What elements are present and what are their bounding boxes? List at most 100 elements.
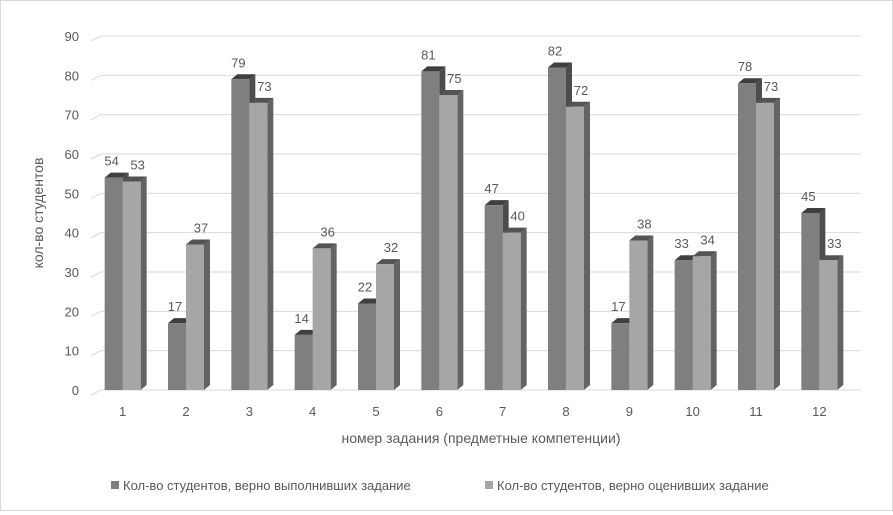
data-label: 73 xyxy=(257,79,271,94)
gridline-depth xyxy=(90,389,102,396)
y-tick-label: 60 xyxy=(65,147,79,162)
bar-series-2 xyxy=(376,264,394,390)
bar-side xyxy=(520,227,527,390)
data-label: 17 xyxy=(611,299,625,314)
bar-side xyxy=(457,90,464,390)
data-label: 40 xyxy=(510,209,524,224)
data-label: 82 xyxy=(548,43,562,58)
bar-series-1 xyxy=(738,83,756,390)
x-axis-label: номер задания (предметные компетенции) xyxy=(342,430,621,446)
y-tick-label: 20 xyxy=(65,304,79,319)
gridline-depth xyxy=(90,35,102,42)
x-tick-label: 8 xyxy=(562,404,569,419)
x-tick-label: 7 xyxy=(499,404,506,419)
x-tick-label: 3 xyxy=(246,404,253,419)
bar-series-2 xyxy=(629,240,648,390)
y-tick-label: 90 xyxy=(65,29,79,44)
bar-top xyxy=(104,172,129,178)
data-label: 14 xyxy=(294,311,308,326)
data-label: 78 xyxy=(738,59,752,74)
bar-series-1 xyxy=(801,213,820,390)
bar-series-2 xyxy=(566,106,584,391)
data-label: 45 xyxy=(801,189,815,204)
bar-top xyxy=(548,62,572,68)
y-tick-label: 80 xyxy=(65,68,79,83)
bar-top xyxy=(122,176,147,182)
data-label: 53 xyxy=(130,158,144,173)
x-tick-label: 2 xyxy=(182,404,189,419)
bar-side xyxy=(330,243,337,390)
bar-top xyxy=(249,97,274,103)
gridline-depth xyxy=(90,310,102,317)
bar-top xyxy=(231,74,256,80)
bar-top xyxy=(801,208,826,213)
gridline-depth xyxy=(90,192,102,199)
bar-series-1 xyxy=(294,334,313,390)
bar-side xyxy=(394,259,400,390)
bar-series-2 xyxy=(502,232,521,390)
bar-top xyxy=(756,97,780,103)
data-label: 33 xyxy=(674,236,688,251)
bar-side xyxy=(774,97,780,390)
gridline-depth xyxy=(90,74,102,81)
data-label: 32 xyxy=(384,240,398,255)
bar-series-2 xyxy=(186,244,204,390)
bar-top xyxy=(439,90,464,95)
bar-side xyxy=(204,239,210,390)
bar-top xyxy=(186,239,210,245)
gridline-depth xyxy=(90,114,102,121)
bar-series-2 xyxy=(819,260,838,390)
x-tick-label: 5 xyxy=(372,404,379,419)
data-label: 34 xyxy=(700,232,714,247)
gridline-depth xyxy=(90,271,102,278)
data-label: 79 xyxy=(231,55,245,70)
bar-side xyxy=(267,97,274,390)
bar-top xyxy=(629,235,654,241)
bar-series-1 xyxy=(421,71,440,391)
bar-series-2 xyxy=(312,248,331,390)
x-tick-label: 6 xyxy=(436,404,443,419)
bar-series-1 xyxy=(231,79,250,391)
bar-side xyxy=(584,101,590,391)
data-label: 73 xyxy=(764,79,778,94)
data-label: 38 xyxy=(637,217,651,232)
legend-label: Кол-во студентов, верно выполнивших зада… xyxy=(123,478,411,493)
bar-top xyxy=(484,200,509,206)
x-tick-label: 10 xyxy=(685,404,699,419)
x-tick-label: 1 xyxy=(119,404,126,419)
x-tick-label: 4 xyxy=(309,404,316,419)
legend-swatch xyxy=(485,481,493,489)
bar-series-2 xyxy=(756,102,774,390)
data-label: 75 xyxy=(447,71,461,86)
bar-top xyxy=(819,255,844,261)
y-tick-label: 40 xyxy=(65,226,79,241)
bar-series-1 xyxy=(104,177,123,390)
y-tick-label: 70 xyxy=(65,108,79,123)
x-tick-label: 11 xyxy=(749,404,763,419)
data-label: 47 xyxy=(484,181,498,196)
bar-series-1 xyxy=(358,303,376,390)
bar-series-2 xyxy=(249,102,268,390)
data-label: 33 xyxy=(827,236,841,251)
bar-series-2 xyxy=(692,256,711,390)
bar-series-1 xyxy=(484,205,503,390)
bar-top xyxy=(738,78,762,84)
bar-series-1 xyxy=(611,323,630,390)
y-tick-label: 50 xyxy=(65,186,79,201)
bar-series-1 xyxy=(548,67,566,390)
data-label: 37 xyxy=(194,220,208,235)
gridline-depth xyxy=(90,350,102,357)
bar-top xyxy=(312,243,337,249)
bar-top xyxy=(566,101,590,107)
legend-label: Кол-во студентов, верно оценивших задани… xyxy=(497,478,769,493)
bar-series-1 xyxy=(674,260,693,390)
bar-side xyxy=(140,176,147,390)
x-tick-label: 12 xyxy=(812,404,826,419)
gridline-depth xyxy=(90,153,102,160)
y-tick-label: 0 xyxy=(72,383,79,398)
gridline-depth xyxy=(90,232,102,239)
bar-series-2 xyxy=(122,181,141,390)
bar-series-1 xyxy=(168,323,186,390)
y-tick-label: 10 xyxy=(65,344,79,359)
bar-series-2 xyxy=(439,95,458,390)
